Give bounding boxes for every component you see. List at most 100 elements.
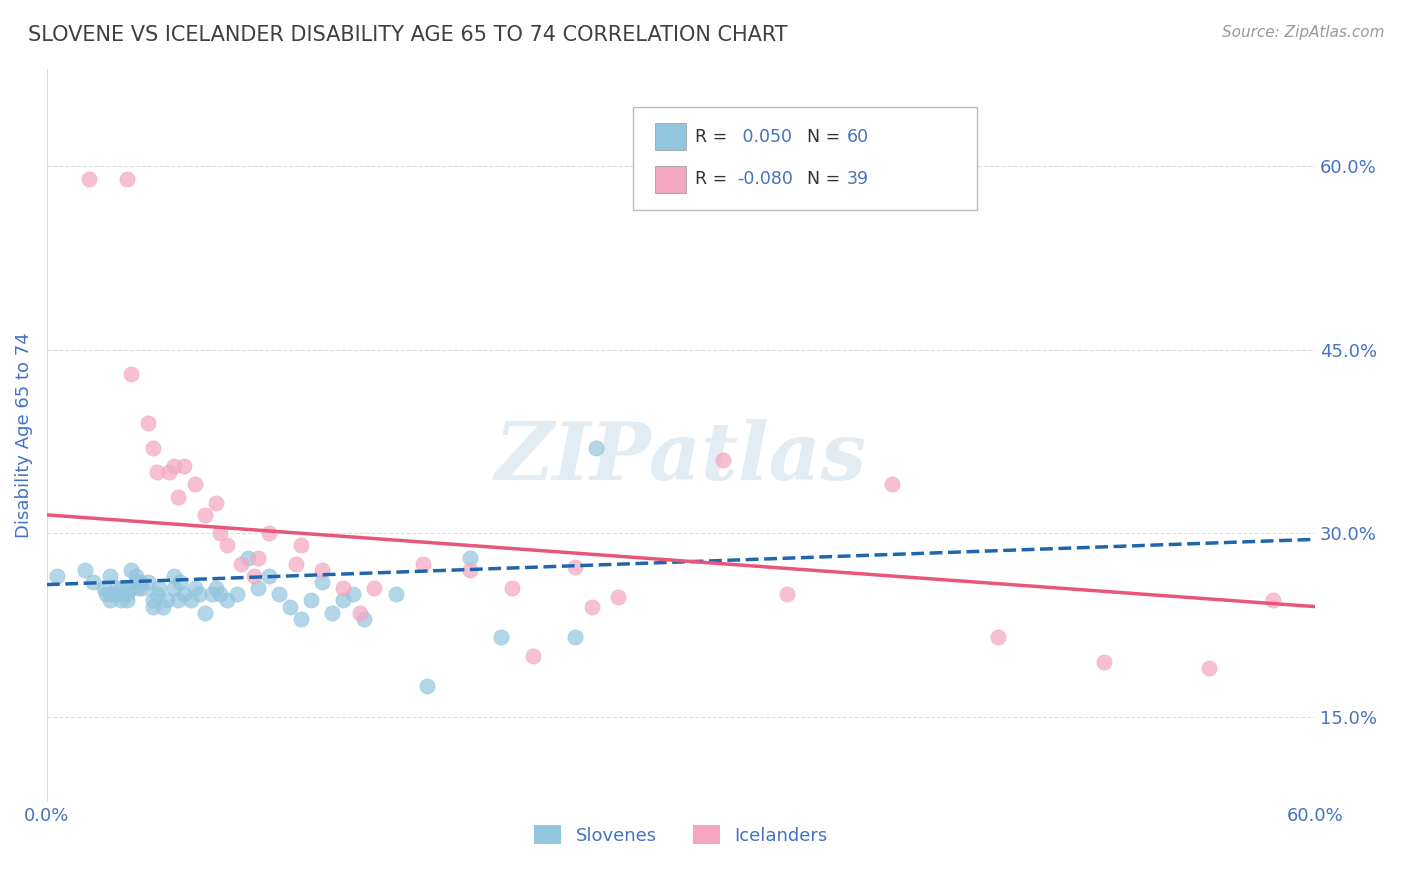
Text: ZIPatlas: ZIPatlas bbox=[495, 418, 868, 496]
Text: R =: R = bbox=[695, 170, 727, 188]
Point bbox=[1198, 661, 1220, 675]
Point bbox=[98, 587, 121, 601]
Point bbox=[163, 569, 186, 583]
Point bbox=[138, 416, 160, 430]
Point bbox=[332, 593, 354, 607]
Point bbox=[269, 587, 291, 601]
Point bbox=[127, 581, 149, 595]
Point bbox=[167, 490, 190, 504]
Point bbox=[169, 575, 191, 590]
Point bbox=[257, 526, 280, 541]
Point bbox=[711, 453, 734, 467]
Text: N =: N = bbox=[807, 170, 841, 188]
Point bbox=[522, 648, 544, 663]
Point bbox=[205, 496, 228, 510]
Point bbox=[98, 593, 121, 607]
Text: SLOVENE VS ICELANDER DISABILITY AGE 65 TO 74 CORRELATION CHART: SLOVENE VS ICELANDER DISABILITY AGE 65 T… bbox=[28, 25, 787, 45]
Point bbox=[226, 587, 249, 601]
Point bbox=[247, 581, 270, 595]
Point bbox=[290, 538, 312, 552]
Point bbox=[278, 599, 301, 614]
Point bbox=[167, 593, 190, 607]
Point bbox=[163, 581, 186, 595]
Point bbox=[138, 575, 160, 590]
Legend: Slovenes, Icelanders: Slovenes, Icelanders bbox=[534, 825, 828, 845]
Point bbox=[131, 581, 153, 595]
Point bbox=[363, 581, 385, 595]
Point bbox=[987, 630, 1010, 644]
Point bbox=[215, 538, 238, 552]
Point bbox=[120, 368, 142, 382]
Text: 0.050: 0.050 bbox=[737, 128, 792, 145]
Point bbox=[94, 587, 117, 601]
Point bbox=[384, 587, 406, 601]
Point bbox=[156, 593, 179, 607]
Point bbox=[342, 587, 364, 601]
Point bbox=[194, 508, 217, 522]
Point bbox=[146, 587, 169, 601]
Point bbox=[458, 550, 481, 565]
Point bbox=[311, 563, 333, 577]
Point bbox=[882, 477, 904, 491]
Point bbox=[93, 581, 115, 595]
Point bbox=[115, 593, 138, 607]
Point bbox=[82, 575, 104, 590]
Point bbox=[231, 557, 253, 571]
Text: N =: N = bbox=[807, 128, 841, 145]
Point bbox=[115, 171, 138, 186]
Point bbox=[120, 563, 142, 577]
Point bbox=[349, 606, 371, 620]
Point bbox=[775, 587, 797, 601]
Point bbox=[311, 575, 333, 590]
Point bbox=[105, 581, 128, 595]
Point bbox=[159, 465, 181, 479]
Point bbox=[194, 606, 217, 620]
Point bbox=[285, 557, 308, 571]
Point bbox=[205, 581, 228, 595]
Text: -0.080: -0.080 bbox=[737, 170, 793, 188]
Point bbox=[142, 593, 165, 607]
Point bbox=[236, 550, 259, 565]
Y-axis label: Disability Age 65 to 74: Disability Age 65 to 74 bbox=[15, 333, 32, 538]
Point bbox=[98, 569, 121, 583]
Point bbox=[180, 593, 202, 607]
Point bbox=[128, 575, 150, 590]
Point bbox=[353, 612, 375, 626]
Text: R =: R = bbox=[695, 128, 727, 145]
Point bbox=[243, 569, 266, 583]
Point bbox=[201, 587, 224, 601]
Point bbox=[299, 593, 322, 607]
Point bbox=[146, 465, 169, 479]
Text: Source: ZipAtlas.com: Source: ZipAtlas.com bbox=[1222, 25, 1385, 40]
Point bbox=[491, 630, 513, 644]
Point bbox=[412, 557, 434, 571]
Point bbox=[120, 581, 142, 595]
Point bbox=[142, 441, 165, 455]
Point bbox=[1092, 655, 1115, 669]
Point bbox=[321, 606, 343, 620]
Point bbox=[173, 458, 195, 473]
Point bbox=[73, 563, 96, 577]
Point bbox=[257, 569, 280, 583]
Point bbox=[173, 587, 195, 601]
Point bbox=[247, 550, 270, 565]
Point bbox=[152, 599, 174, 614]
Point bbox=[606, 590, 628, 604]
Point bbox=[77, 171, 100, 186]
Point bbox=[501, 581, 523, 595]
Point bbox=[585, 441, 607, 455]
Point bbox=[209, 587, 232, 601]
Point bbox=[1261, 593, 1284, 607]
Text: 39: 39 bbox=[846, 170, 869, 188]
Point bbox=[188, 587, 211, 601]
Point bbox=[142, 599, 165, 614]
Point bbox=[124, 569, 146, 583]
Point bbox=[163, 458, 186, 473]
Point bbox=[115, 587, 138, 601]
Point bbox=[110, 593, 132, 607]
Point bbox=[290, 612, 312, 626]
Point bbox=[148, 581, 170, 595]
Point bbox=[46, 569, 69, 583]
Point bbox=[458, 563, 481, 577]
Point bbox=[215, 593, 238, 607]
